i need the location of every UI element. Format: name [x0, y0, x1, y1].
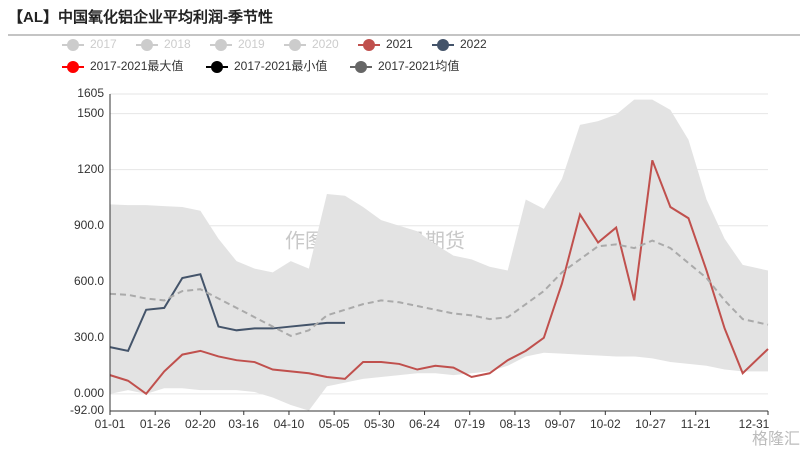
y-tick-label: 900.0 — [74, 218, 104, 232]
legend-label: 2019 — [238, 37, 265, 51]
range-band — [110, 99, 768, 411]
x-tick-label: 01-01 — [95, 417, 126, 431]
legend-label: 2022 — [460, 37, 487, 51]
legend-label: 2017-2021均值 — [378, 58, 459, 73]
x-tick-label: 02-20 — [185, 417, 216, 431]
x-tick-label: 09-07 — [545, 417, 576, 431]
legend-swatch — [67, 61, 79, 73]
series-line — [109, 159, 769, 396]
legend-swatch — [67, 39, 79, 51]
y-tick-label: 1605 — [77, 86, 104, 100]
x-tick-label: 04-10 — [274, 417, 305, 431]
chart-title: 【AL】中国氧化铝企业平均利润-季节性 — [8, 8, 273, 26]
legend-swatch — [437, 39, 449, 51]
x-tick-label: 01-26 — [140, 417, 171, 431]
x-tick-label: 05-05 — [319, 417, 350, 431]
x-tick-label: 10-27 — [635, 417, 666, 431]
x-tick-label: 10-02 — [590, 417, 621, 431]
x-tick-label: 11-21 — [681, 417, 711, 431]
x-tick-label: 07-19 — [454, 417, 485, 431]
x-tick-label: 08-13 — [500, 417, 531, 431]
legend-label: 2021 — [386, 37, 413, 51]
y-tick-label: 600.0 — [74, 274, 104, 288]
legend-swatch — [141, 39, 153, 51]
legend-label: 2018 — [164, 37, 191, 51]
y-tick-label: 1500 — [77, 106, 104, 120]
y-tick-label: 0.000 — [74, 386, 104, 400]
legend-label: 2017-2021最大值 — [90, 58, 183, 73]
series-line — [109, 239, 769, 337]
series-line — [109, 273, 345, 352]
legend-swatch — [215, 39, 227, 51]
legend-swatch — [289, 39, 301, 51]
legend-label: 2017 — [90, 37, 117, 51]
legend-label: 2020 — [312, 37, 339, 51]
y-tick-label: 300.0 — [74, 330, 104, 344]
legend-swatch — [363, 39, 375, 51]
logo: 格隆汇 — [752, 430, 800, 448]
x-tick-label: 03-16 — [228, 417, 259, 431]
y-tick-label: -92.00 — [70, 403, 104, 417]
legend-swatch — [211, 61, 223, 73]
legend-label: 2017-2021最小值 — [234, 58, 327, 73]
x-tick-label: 12-31 — [739, 417, 770, 431]
legend-swatch — [355, 61, 367, 73]
x-tick-label: 05-30 — [364, 417, 395, 431]
x-tick-label: 06-24 — [409, 417, 440, 431]
y-tick-label: 1200 — [77, 162, 104, 176]
